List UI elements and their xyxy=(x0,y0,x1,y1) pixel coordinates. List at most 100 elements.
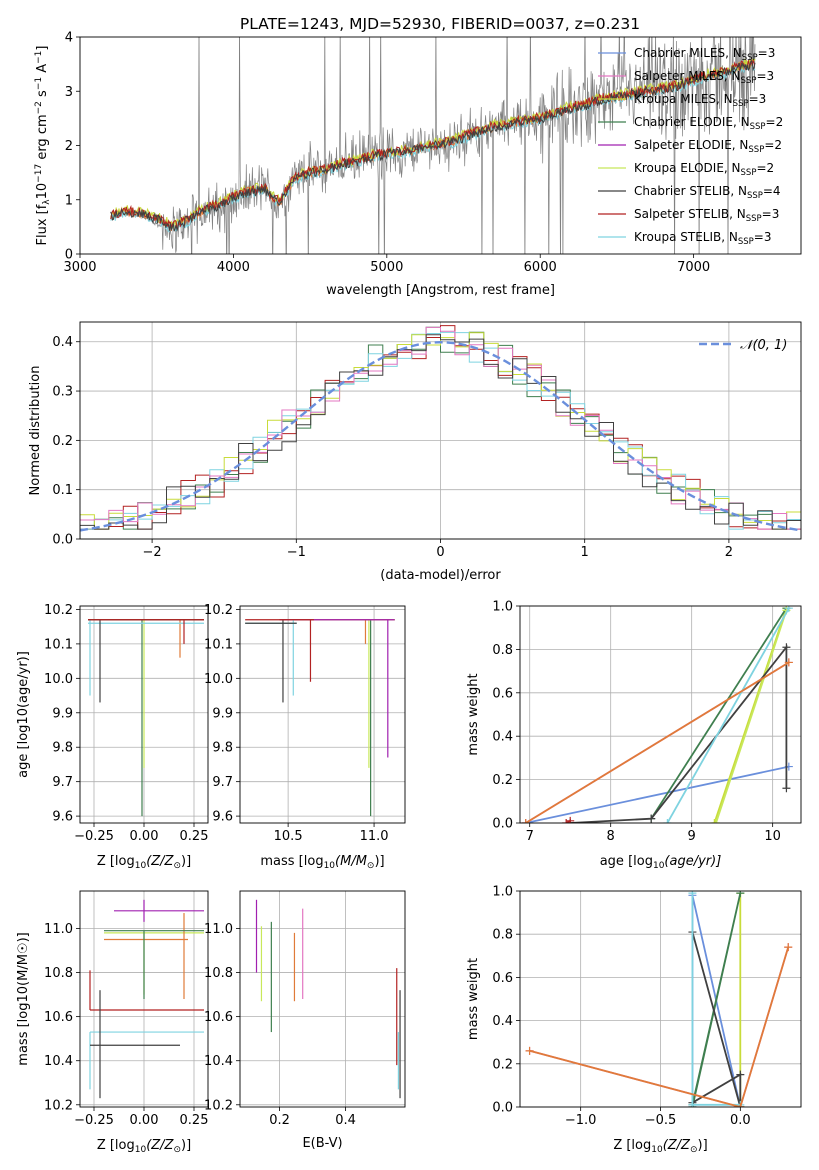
spectrum-model-line xyxy=(110,59,756,232)
weight_vs_Z-plot-area xyxy=(525,891,793,1107)
data-point xyxy=(245,619,297,703)
series-line xyxy=(570,644,788,823)
y-tick-label: 0.4 xyxy=(492,1014,513,1029)
data-point xyxy=(88,619,204,817)
y-tick-label: 2 xyxy=(65,139,73,154)
point-marker xyxy=(647,814,656,823)
data-point xyxy=(89,1031,204,1090)
y-tick-label: 10.2 xyxy=(44,603,73,618)
data-point xyxy=(104,930,204,999)
legend-entry: Chabrier MILES, NSSP=3 xyxy=(634,46,775,63)
axes-frame xyxy=(79,36,802,255)
x-tick-label: 5000 xyxy=(370,260,403,275)
y-axis-label: Normed distribution xyxy=(28,366,43,496)
y-tick-label: 10.4 xyxy=(44,1054,73,1069)
data-point xyxy=(279,619,395,644)
data-point xyxy=(89,970,204,1011)
x-tick-label: 11.0 xyxy=(360,829,389,844)
y-tick-label: 10.6 xyxy=(44,1010,73,1025)
x-tick-label: −0.5 xyxy=(645,1113,677,1128)
point-marker xyxy=(711,819,720,823)
x-tick-label: −1 xyxy=(287,545,306,560)
data-point xyxy=(245,619,314,682)
y-tick-label: 9.8 xyxy=(212,741,233,756)
y-tick-label: 0.4 xyxy=(492,730,513,745)
data-point xyxy=(279,619,395,758)
x-axis-label: (data-model)/error xyxy=(380,568,501,583)
legend-entry: 𝒩(0, 1) xyxy=(740,338,787,353)
x-tick-label: 0 xyxy=(436,545,444,560)
spectrum-plot-area xyxy=(110,37,756,254)
series-line xyxy=(650,607,788,820)
point-marker xyxy=(784,606,793,613)
y-tick-label: 9.9 xyxy=(52,706,73,721)
point-marker xyxy=(710,819,719,823)
y-axis-label: mass weight xyxy=(466,958,481,1040)
point-marker xyxy=(521,819,530,823)
mass_vs_Z-plot-area xyxy=(89,899,204,1099)
data-point xyxy=(104,932,204,995)
legend-entry: Chabrier STELIB, NSSP=4 xyxy=(634,184,781,201)
x-tick-label: 2 xyxy=(725,545,733,560)
y-tick-label: 10.6 xyxy=(204,1010,233,1025)
y-tick-label: 0.2 xyxy=(492,773,513,788)
data-point xyxy=(279,619,395,817)
legend-entry: Kroupa MILES, NSSP=3 xyxy=(634,92,766,109)
x-tick-label: −0.25 xyxy=(74,1113,114,1128)
x-tick-label: 7 xyxy=(526,829,534,844)
y-tick-label: 0.2 xyxy=(492,1057,513,1072)
y-tick-label: 9.8 xyxy=(52,741,73,756)
x-axis-label: age [log10(age/yr)] xyxy=(600,854,722,871)
data-point xyxy=(88,619,204,703)
y-tick-label: 9.9 xyxy=(212,706,233,721)
y-axis-label: mass [log10(M/M☉)] xyxy=(16,932,31,1065)
age_vs_mass-axes: 10.5 11.0 9.6 9.7 9.8 9.9 10.0 10.1 10.2 mass [lo… xyxy=(204,603,406,871)
axes-frame xyxy=(79,321,802,540)
weight_vs_Z-axes: −1.0 −0.5 0.0 0.0 0.2 0.4 0.6 0.8 1.0 Z [log10(Z/… xyxy=(466,885,802,1155)
axes-frame xyxy=(519,605,802,824)
y-tick-label: 10.0 xyxy=(204,672,233,687)
point-marker xyxy=(525,1046,534,1055)
x-axis-label: mass [log10(M/M⊙)] xyxy=(260,854,384,871)
y-tick-label: 9.7 xyxy=(212,775,233,790)
legend-entry: Kroupa ELODIE, NSSP=2 xyxy=(634,161,774,178)
point-marker xyxy=(566,816,575,823)
data-point xyxy=(88,619,204,696)
weight_vs_age-plot-area xyxy=(521,606,793,823)
y-tick-label: 10.8 xyxy=(44,966,73,981)
legend-entry: Salpeter ELODIE, NSSP=2 xyxy=(634,138,782,155)
spectrum-legend: Chabrier MILES, NSSP=3 Salpeter MILES, NS… xyxy=(598,46,783,247)
age_vs_Z-plot-area xyxy=(88,619,204,817)
series-line xyxy=(666,607,790,823)
x-axis-label: wavelength [Angstrom, rest frame] xyxy=(326,283,555,298)
series-line xyxy=(525,661,790,823)
y-tick-label: 10.4 xyxy=(204,1054,233,1069)
data-point xyxy=(90,990,180,1099)
x-tick-label: 8 xyxy=(607,829,615,844)
x-tick-label: 6000 xyxy=(524,260,557,275)
age_vs_mass-plot-area xyxy=(245,619,395,817)
point-marker xyxy=(736,1070,745,1079)
x-axis-label: E(B-V) xyxy=(302,1136,342,1151)
y-tick-label: 10.1 xyxy=(204,637,233,652)
x-tick-label: 4000 xyxy=(217,260,250,275)
y-tick-label: 0.6 xyxy=(492,971,513,986)
spectrum-axes: 3000 4000 5000 6000 7000 0 1 2 3 4 wavelength [Ang… xyxy=(34,31,802,298)
series-line xyxy=(529,946,790,1107)
data-point xyxy=(245,619,297,696)
data-point xyxy=(279,619,395,768)
y-tick-label: 10.2 xyxy=(44,1098,73,1113)
point-marker xyxy=(784,943,793,952)
x-tick-label: −0.25 xyxy=(74,829,114,844)
y-tick-label: 9.7 xyxy=(52,775,73,790)
point-marker xyxy=(782,643,791,652)
legend-entry: Kroupa STELIB, NSSP=3 xyxy=(634,230,772,247)
y-tick-label: 0.4 xyxy=(52,335,73,350)
series-line xyxy=(715,610,788,823)
x-tick-label: 10 xyxy=(764,829,781,844)
y-tick-label: 10.8 xyxy=(204,966,233,981)
point-marker xyxy=(663,819,672,823)
x-tick-label: 0.25 xyxy=(180,829,209,844)
series-line xyxy=(529,946,790,1107)
